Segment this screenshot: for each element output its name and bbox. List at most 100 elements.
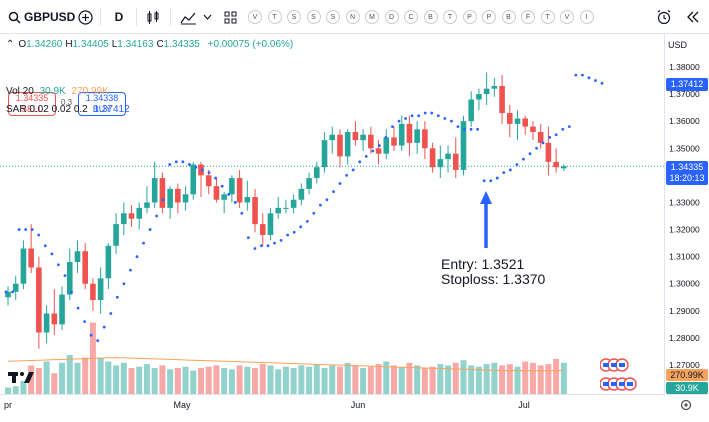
candles-icon[interactable]	[144, 0, 162, 34]
candle-body	[499, 85, 505, 114]
sar-legend: SAR 0.02 0.02 0.2 1.37412	[6, 104, 130, 115]
last-price: 1.34335	[670, 162, 704, 172]
chevron-down-icon[interactable]	[201, 0, 213, 34]
candle-body	[252, 197, 258, 225]
sar-dot	[155, 214, 159, 218]
sar-dot	[286, 233, 290, 237]
candle-body	[422, 129, 428, 149]
toolbar-letter-button[interactable]: T	[443, 10, 457, 24]
volume-bar	[244, 366, 251, 394]
toolbar-letter-button[interactable]: F	[521, 10, 535, 24]
sar-dot	[246, 236, 250, 240]
sar-dot	[548, 136, 552, 139]
sar-dot	[456, 125, 460, 128]
sar-dot	[161, 198, 165, 202]
sar-dot	[63, 274, 67, 277]
toolbar-letter-button[interactable]: B	[423, 10, 438, 24]
sar-dot	[528, 152, 532, 156]
candle-body	[259, 224, 266, 235]
layout-grid-icon[interactable]	[222, 0, 238, 34]
volume-bar	[391, 365, 397, 394]
currency-label[interactable]: USD	[668, 40, 688, 50]
settings-gear-icon[interactable]	[680, 398, 692, 411]
ohlc-value-c: 1.34335	[163, 39, 200, 50]
candle-body	[82, 251, 88, 284]
volume-label: Vol 20	[6, 86, 34, 97]
candle-body	[113, 224, 119, 246]
candle-body	[121, 213, 127, 225]
candle-body	[483, 88, 490, 95]
collapse-chevron-icon[interactable]: ⌃	[6, 39, 15, 50]
toolbar-letter-button[interactable]: V	[248, 10, 262, 24]
volume-bar	[298, 365, 305, 394]
sar-dot	[115, 295, 119, 299]
entry-annotation: Entry: 1.3521	[441, 256, 525, 272]
candle-body	[51, 313, 58, 325]
alarm-clock-icon[interactable]	[655, 0, 673, 34]
toolbar-letter-button[interactable]: I	[579, 10, 594, 24]
volume-bar	[460, 360, 467, 394]
economic-events-icon[interactable]	[599, 376, 640, 392]
candle-body	[406, 123, 413, 143]
toolbar-letter-button[interactable]: N	[345, 10, 360, 24]
economic-events-icon[interactable]	[599, 357, 630, 373]
toolbar-letter-button[interactable]: M	[365, 10, 379, 24]
toolbar-letter-button[interactable]: P	[462, 10, 477, 24]
volume-ma-line	[7, 357, 564, 372]
sar-dot	[227, 192, 231, 196]
indicators-icon[interactable]	[178, 0, 198, 34]
toolbar-letter-button[interactable]: D	[384, 10, 399, 24]
candle-body	[97, 278, 104, 300]
candle-body	[561, 166, 567, 169]
volume-bar	[143, 364, 150, 394]
toolbar-letter-button[interactable]: S	[287, 10, 301, 24]
toolbar-letter-button[interactable]: S	[326, 10, 340, 24]
volume-bar	[545, 364, 552, 394]
sar-dot	[37, 233, 41, 237]
sar-dot	[410, 114, 414, 118]
candle-body	[221, 194, 227, 200]
volume-ma-tag: 270.99K	[666, 369, 708, 381]
add-symbol-icon[interactable]	[76, 0, 94, 34]
interval-button[interactable]: D	[114, 10, 124, 24]
buy-button[interactable]: 1.34338 BUY	[78, 92, 126, 116]
candle-body	[198, 164, 204, 176]
entry-arrow	[480, 191, 492, 248]
toolbar-letter-button[interactable]: T	[540, 10, 555, 24]
rewind-icon[interactable]	[684, 0, 702, 34]
sar-dot	[109, 312, 113, 315]
search-icon[interactable]	[6, 0, 22, 34]
toolbar-letter-button[interactable]: V	[560, 10, 574, 24]
last-price-tag: 1.34335 18:20:13	[666, 161, 708, 185]
candle-body	[383, 137, 390, 154]
sar-dot	[17, 228, 21, 231]
volume-bar	[20, 381, 27, 394]
toolbar-letter-button[interactable]: B	[501, 10, 516, 24]
price-chart[interactable]: 1.38000 1.37000 1.36000 1.35000 1.33000 1.320…	[0, 34, 709, 417]
sar-dot	[587, 76, 591, 80]
candle-body	[314, 167, 320, 179]
candle-body	[128, 213, 135, 219]
sar-dot	[581, 73, 584, 77]
chart-area[interactable]: 1.38000 1.37000 1.36000 1.35000 1.33000 1.320…	[0, 34, 709, 417]
sar-dot	[240, 211, 244, 215]
ohlc-key-c: C	[156, 39, 164, 50]
symbol-name[interactable]: GBPUSD	[24, 10, 76, 24]
volume-bar	[82, 357, 89, 394]
candle-body	[190, 164, 197, 195]
volume-bar	[97, 357, 104, 394]
volume-tag: 30.9K	[666, 382, 708, 394]
sar-dot	[83, 320, 86, 324]
tradingview-logo[interactable]	[8, 370, 38, 384]
price-change: +0.00075 (+0.06%)	[207, 39, 294, 50]
toolbar-letter-button[interactable]: C	[404, 10, 418, 24]
toolbar-letter-button[interactable]: T	[267, 10, 282, 24]
volume-bar	[522, 361, 529, 394]
volume-bar	[344, 362, 351, 394]
toolbar-letter-button[interactable]: P	[482, 10, 496, 24]
sar-dot	[338, 182, 342, 185]
toolbar-letter-button[interactable]: S	[306, 10, 321, 24]
sell-button[interactable]: 1.34335 SELL	[8, 92, 56, 116]
volume-bar	[560, 362, 567, 394]
candle-body	[159, 178, 166, 208]
